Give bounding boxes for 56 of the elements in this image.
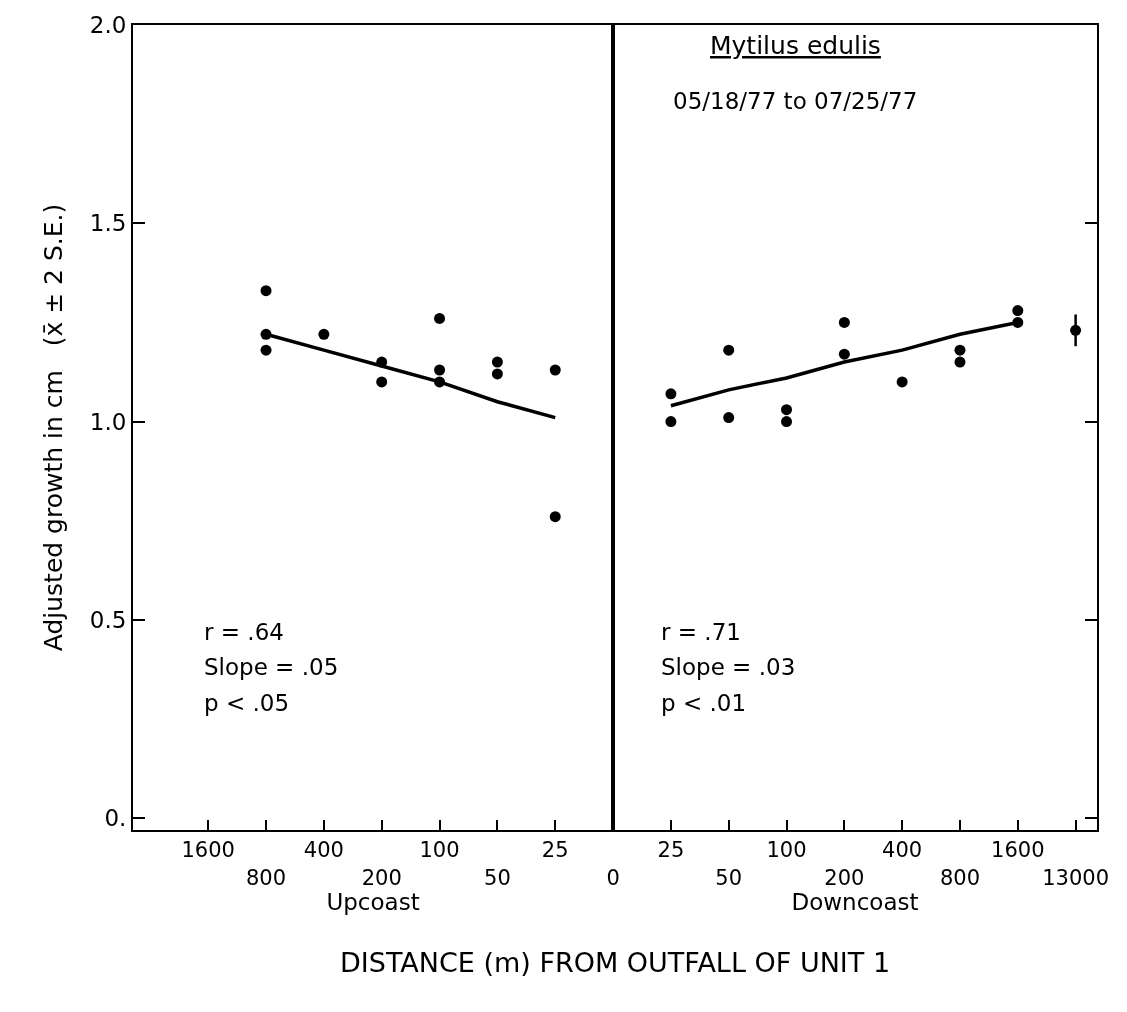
x-tick-label: 1600 xyxy=(991,838,1045,863)
point xyxy=(549,364,561,376)
annotation: r = .64 xyxy=(204,619,284,645)
annotation: p < .05 xyxy=(204,690,290,716)
y-tick-label: 1.0 xyxy=(89,408,127,435)
x-tick-label: 400 xyxy=(303,838,344,863)
annotation: r = .71 xyxy=(661,619,741,645)
point xyxy=(491,368,503,380)
point xyxy=(434,312,446,324)
point xyxy=(781,416,793,428)
x-tick-label: 50 xyxy=(484,865,511,890)
point xyxy=(665,388,677,400)
annotation: p < .01 xyxy=(661,690,747,716)
point xyxy=(376,376,388,388)
annotation: Slope = .05 xyxy=(204,654,339,680)
point xyxy=(260,285,272,297)
point xyxy=(549,511,561,523)
x-axis-title: Upcoast xyxy=(326,889,420,916)
x-tick-label: 25 xyxy=(541,838,569,863)
annotation: 05/18/77 to 07/25/77 xyxy=(673,88,918,114)
text: DISTANCE (m) FROM OUTFALL OF UNIT 1 xyxy=(340,947,891,978)
x-tick-label: 0 xyxy=(606,865,620,890)
point xyxy=(954,344,966,356)
point xyxy=(723,344,735,356)
x-tick-label: 200 xyxy=(824,865,865,890)
x-axis-title: Downcoast xyxy=(791,889,919,916)
x-tick-label: 800 xyxy=(245,865,287,890)
point xyxy=(1070,324,1082,336)
x-tick-label: 800 xyxy=(939,865,981,890)
y-tick-label: 2.0 xyxy=(89,12,127,39)
y-axis-title: Adjusted growth in cm (x̄ ± 2 S.E.) xyxy=(39,203,69,652)
x-tick-label: 50 xyxy=(715,865,743,890)
annotation: Mytilus edulis xyxy=(710,31,881,60)
annotation: Slope = .03 xyxy=(661,654,796,680)
y-tick-label: 0. xyxy=(104,805,127,832)
x-tick-label: 400 xyxy=(882,838,923,863)
point xyxy=(896,376,908,388)
y-tick-label: 1.5 xyxy=(89,210,127,237)
point xyxy=(954,356,966,368)
point xyxy=(260,344,272,356)
point xyxy=(665,416,677,428)
y-tick-label: 0.5 xyxy=(89,606,127,633)
x-tick-label: 1600 xyxy=(181,838,235,863)
x-tick-label: 100 xyxy=(766,838,807,863)
point xyxy=(838,348,850,360)
point xyxy=(318,328,330,340)
x-tick-label: 200 xyxy=(361,865,402,890)
point xyxy=(781,404,793,416)
point xyxy=(1012,305,1024,317)
x-tick-label: 100 xyxy=(419,838,460,863)
point xyxy=(723,412,735,424)
x-tick-label: 13000 xyxy=(1042,865,1110,890)
point xyxy=(434,364,446,376)
x-tick-label: 25 xyxy=(657,838,685,863)
point xyxy=(838,316,850,328)
point xyxy=(491,356,503,368)
